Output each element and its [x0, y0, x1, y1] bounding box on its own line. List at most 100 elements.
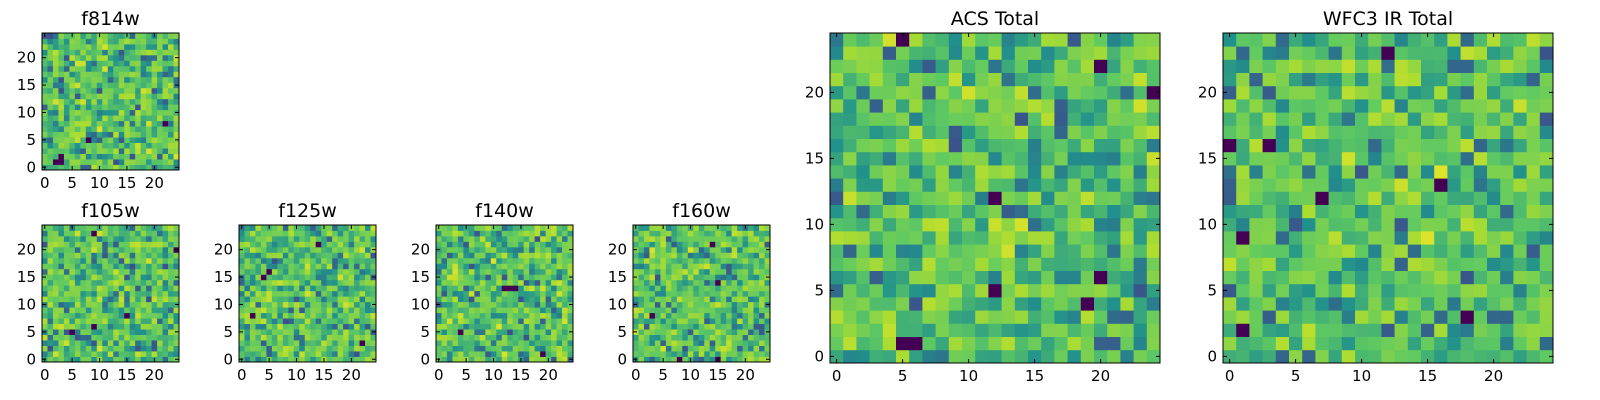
- heatmap-cell: [660, 235, 667, 242]
- heatmap-cell: [1328, 257, 1343, 271]
- heatmap-cell: [1539, 99, 1554, 113]
- heatmap-cell: [173, 345, 180, 352]
- heatmap-cell: [869, 125, 884, 139]
- heatmap-cell: [1223, 204, 1237, 219]
- heatmap-cell: [737, 307, 743, 314]
- heatmap-cell: [157, 307, 163, 314]
- heatmap-cell: [266, 257, 273, 264]
- heatmap-cell: [1054, 191, 1068, 205]
- heatmap-cell: [343, 301, 349, 308]
- heatmap-cell: [649, 356, 656, 363]
- heatmap-cell: [496, 246, 503, 253]
- heatmap-cell: [742, 268, 749, 275]
- heatmap-cell: [676, 356, 683, 363]
- heatmap-cell: [1014, 336, 1029, 351]
- heatmap-cell: [962, 323, 976, 337]
- heatmap-cell: [1236, 349, 1250, 364]
- heatmap-cell: [922, 349, 936, 364]
- heatmap-cell: [1368, 349, 1382, 364]
- heatmap-cell: [1500, 112, 1514, 126]
- heatmap-cell: [948, 191, 963, 205]
- heatmap-cell: [1539, 151, 1554, 166]
- heatmap-cell: [146, 76, 152, 83]
- heatmap-cell: [140, 43, 147, 50]
- heatmap-cell: [102, 285, 109, 292]
- heatmap-cell: [140, 126, 147, 133]
- heatmap-cell: [359, 340, 366, 346]
- heatmap-cell: [96, 148, 103, 154]
- heatmap-cell: [1421, 99, 1435, 113]
- heatmap-cell: [239, 323, 245, 330]
- heatmap-cell: [1394, 283, 1409, 298]
- heatmap-cell: [42, 290, 48, 297]
- heatmap-cell: [239, 252, 245, 259]
- heatmap-cell: [118, 334, 125, 341]
- heatmap-cell: [332, 252, 339, 259]
- heatmap-cell: [660, 345, 667, 352]
- heatmap-cell: [1539, 46, 1554, 60]
- heatmap-cell: [260, 334, 267, 341]
- heatmap-cell: [452, 252, 459, 259]
- heatmap-cell: [856, 231, 870, 245]
- heatmap-cell: [146, 301, 152, 308]
- heatmap-cell: [693, 257, 700, 264]
- heatmap-cell: [135, 340, 142, 346]
- heatmap-cell: [753, 301, 760, 308]
- heatmap-cell: [556, 307, 563, 314]
- heatmap-cell: [753, 285, 760, 292]
- heatmap-cell: [1460, 191, 1475, 205]
- heatmap-cell: [698, 225, 705, 231]
- heatmap-cell: [63, 38, 70, 45]
- heatmap-cell: [118, 235, 125, 242]
- heatmap-cell: [1460, 165, 1475, 179]
- heatmap-cell: [1120, 138, 1134, 153]
- heatmap-cell: [935, 72, 950, 87]
- heatmap-cell: [856, 244, 870, 258]
- heatmap-cell: [643, 241, 650, 248]
- heatmap-cell: [359, 263, 366, 270]
- heatmap-cell: [135, 230, 142, 237]
- heatmap-cell: [293, 279, 300, 286]
- heatmap-cell: [151, 159, 158, 165]
- heatmap-cell: [715, 257, 722, 264]
- heatmap-cell: [315, 225, 322, 231]
- heatmap-cell: [348, 290, 355, 297]
- heatmap-cell: [1341, 125, 1356, 139]
- heatmap-cell: [665, 241, 672, 248]
- heatmap-cell: [1407, 217, 1422, 232]
- heatmap-cell: [168, 159, 174, 165]
- heatmap-cell: [856, 191, 870, 205]
- heatmap-cell: [687, 263, 694, 270]
- heatmap-cell: [1407, 204, 1422, 219]
- heatmap-cell: [726, 268, 733, 275]
- heatmap-cell: [693, 323, 700, 330]
- heatmap-cell: [1394, 310, 1409, 324]
- heatmap-cell: [726, 351, 733, 357]
- heatmap-cell: [534, 252, 541, 259]
- heatmap-cell: [698, 235, 705, 242]
- heatmap-cell: [304, 340, 311, 346]
- heatmap-cell: [266, 323, 273, 330]
- heatmap-cell: [1146, 72, 1161, 87]
- heatmap-cell: [759, 268, 765, 275]
- heatmap-cell: [74, 98, 81, 105]
- heatmap-cell: [118, 153, 125, 160]
- heatmap-cell: [1014, 217, 1029, 232]
- heatmap-cell: [1094, 297, 1108, 311]
- heatmap-cell: [321, 257, 328, 264]
- heatmap-cell: [277, 252, 284, 259]
- heatmap-cell: [457, 307, 464, 314]
- heatmap-cell: [731, 225, 738, 231]
- heatmap-cell: [1355, 336, 1369, 351]
- heatmap-cell: [1028, 99, 1042, 113]
- heatmap-cell: [52, 230, 59, 237]
- heatmap-cell: [869, 270, 884, 285]
- heatmap-cell: [173, 257, 180, 264]
- heatmap-cell: [545, 323, 552, 330]
- heatmap-cell: [935, 165, 950, 179]
- heatmap-cell: [1539, 349, 1554, 364]
- heatmap-cell: [468, 230, 475, 237]
- heatmap-cell: [85, 225, 92, 231]
- heatmap-cell: [370, 279, 377, 286]
- heatmap-cell: [452, 312, 459, 319]
